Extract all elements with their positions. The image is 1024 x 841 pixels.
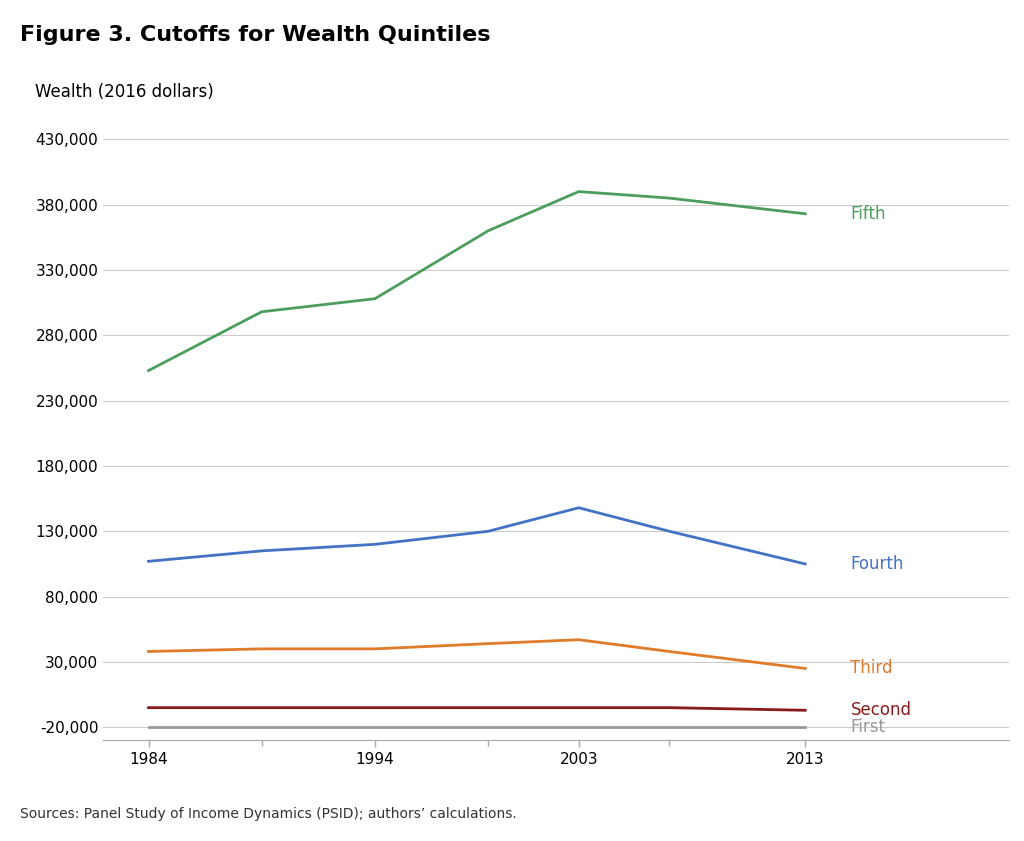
Text: Sources: Panel Study of Income Dynamics (PSID); authors’ calculations.: Sources: Panel Study of Income Dynamics …: [20, 807, 517, 822]
Text: Figure 3. Cutoffs for Wealth Quintiles: Figure 3. Cutoffs for Wealth Quintiles: [20, 25, 490, 45]
Text: Third: Third: [851, 659, 893, 678]
Text: Fourth: Fourth: [851, 555, 904, 573]
Text: Wealth (2016 dollars): Wealth (2016 dollars): [35, 83, 214, 101]
Text: First: First: [851, 718, 886, 736]
Text: Second: Second: [851, 701, 911, 719]
Text: Fifth: Fifth: [851, 204, 886, 223]
